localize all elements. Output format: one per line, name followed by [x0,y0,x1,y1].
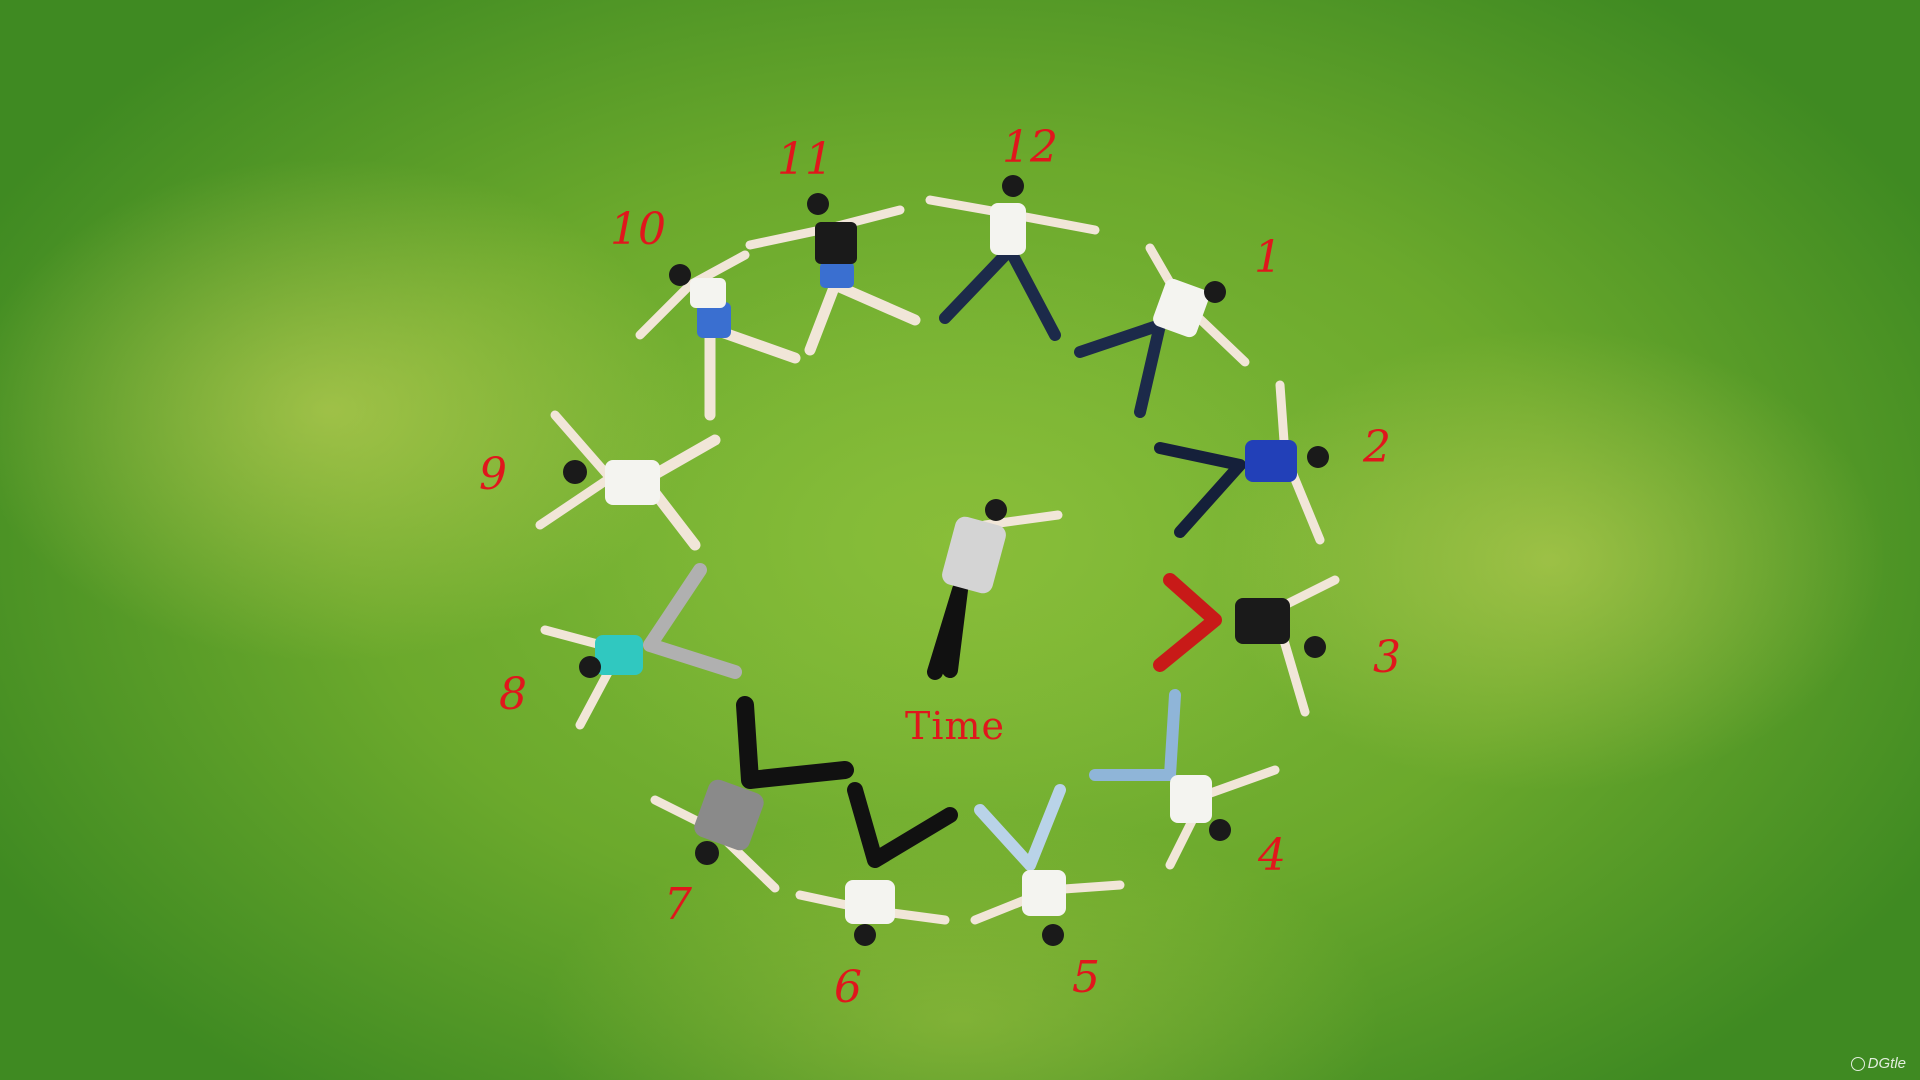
person-5 [970,784,1125,946]
person-11 [745,193,921,356]
center-time-label: Time [904,704,1006,748]
person-6 [795,782,958,946]
clock-number-1: 1 [1254,232,1282,283]
clock-number-3: 3 [1373,632,1401,683]
clock-number-8: 8 [499,669,527,720]
watermark: DGtle [1850,1055,1906,1072]
person-7 [650,696,854,893]
clock-number-6: 6 [834,962,862,1013]
clock-number-12: 12 [1002,122,1058,173]
person-center-hand [927,499,1063,680]
person-12 [925,175,1100,341]
person-3 [1153,573,1340,717]
person-9 [535,410,721,551]
clock-number-2: 2 [1363,422,1391,473]
dgtle-logo-icon [1850,1056,1865,1071]
clock-number-10: 10 [610,204,666,255]
person-2 [1154,380,1329,545]
clock-number-11: 11 [777,134,833,185]
clock-number-9: 9 [479,449,507,500]
clock-number-4: 4 [1258,830,1286,881]
person-8 [540,563,742,730]
person-4 [1089,689,1280,870]
clock-number-5: 5 [1072,952,1100,1003]
watermark-text: DGtle [1867,1055,1906,1072]
clock-number-7: 7 [664,879,692,930]
person-10 [635,250,801,421]
person-1 [1074,243,1250,418]
